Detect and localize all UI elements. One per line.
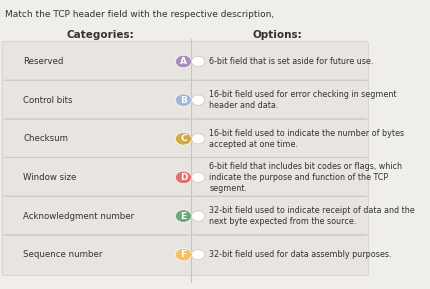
- FancyBboxPatch shape: [2, 118, 191, 160]
- Circle shape: [191, 211, 204, 221]
- Circle shape: [175, 55, 191, 68]
- Text: Match the TCP header field with the respective description,: Match the TCP header field with the resp…: [5, 10, 273, 19]
- Circle shape: [175, 132, 191, 145]
- Text: Acknowledgment number: Acknowledgment number: [23, 212, 134, 221]
- FancyBboxPatch shape: [191, 196, 368, 237]
- Text: 32-bit field used to indicate receipt of data and the
next byte expected from th: 32-bit field used to indicate receipt of…: [209, 206, 414, 226]
- Text: 16-bit field used for error checking in segment
header and data.: 16-bit field used for error checking in …: [209, 90, 396, 110]
- FancyBboxPatch shape: [191, 234, 368, 276]
- Circle shape: [191, 95, 204, 105]
- FancyBboxPatch shape: [191, 118, 368, 160]
- Text: E: E: [180, 212, 186, 221]
- FancyBboxPatch shape: [2, 234, 191, 276]
- Circle shape: [175, 94, 191, 106]
- FancyBboxPatch shape: [191, 80, 368, 121]
- Text: F: F: [180, 250, 186, 259]
- FancyBboxPatch shape: [2, 41, 191, 82]
- Text: 32-bit field used for data assembly purposes.: 32-bit field used for data assembly purp…: [209, 250, 391, 259]
- Text: Reserved: Reserved: [23, 57, 64, 66]
- Circle shape: [175, 171, 191, 184]
- FancyBboxPatch shape: [2, 80, 191, 121]
- Circle shape: [191, 172, 204, 183]
- Text: Categories:: Categories:: [67, 30, 134, 40]
- FancyBboxPatch shape: [2, 196, 191, 237]
- Circle shape: [191, 56, 204, 67]
- Text: Checksum: Checksum: [23, 134, 68, 143]
- FancyBboxPatch shape: [2, 157, 191, 198]
- FancyBboxPatch shape: [191, 41, 368, 82]
- Text: Sequence number: Sequence number: [23, 250, 103, 259]
- Text: 6-bit field that includes bit codes or flags, which
indicate the purpose and fun: 6-bit field that includes bit codes or f…: [209, 162, 401, 193]
- Text: Options:: Options:: [252, 30, 301, 40]
- Text: B: B: [180, 96, 187, 105]
- FancyBboxPatch shape: [191, 157, 368, 198]
- Text: 6-bit field that is set aside for future use.: 6-bit field that is set aside for future…: [209, 57, 373, 66]
- Text: D: D: [179, 173, 187, 182]
- Circle shape: [175, 249, 191, 261]
- Text: A: A: [179, 57, 187, 66]
- Text: 16-bit field used to indicate the number of bytes
accepted at one time.: 16-bit field used to indicate the number…: [209, 129, 403, 149]
- Text: C: C: [180, 134, 186, 143]
- Text: Control bits: Control bits: [23, 96, 73, 105]
- Circle shape: [175, 210, 191, 222]
- Circle shape: [191, 134, 204, 144]
- Text: Window size: Window size: [23, 173, 77, 182]
- Circle shape: [191, 249, 204, 260]
